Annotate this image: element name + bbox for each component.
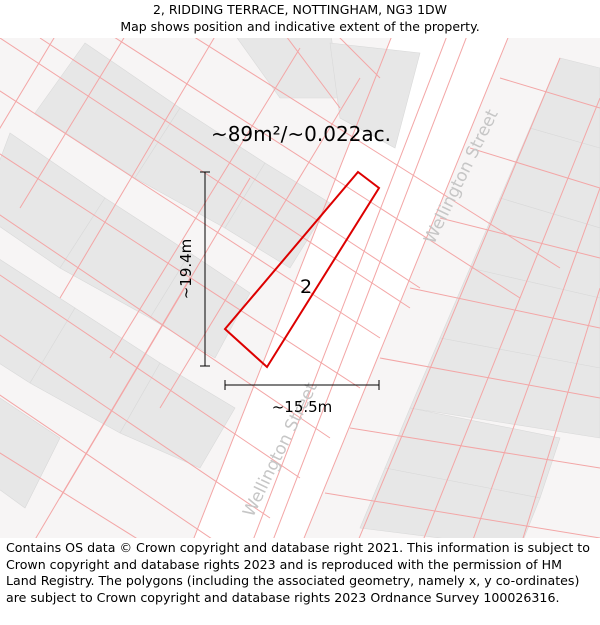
plot-number: 2 <box>300 276 312 298</box>
map-svg: Wellington Street Wellington Street 2 ~8… <box>0 38 600 538</box>
height-dimension <box>200 171 210 367</box>
property-address: 2, RIDDING TERRACE, NOTTINGHAM, NG3 1DW <box>152 2 448 17</box>
parcel-lines <box>0 38 600 538</box>
buildings-left <box>0 38 421 509</box>
buildings-right <box>359 57 600 538</box>
map-header: 2, RIDDING TERRACE, NOTTINGHAM, NG3 1DW … <box>0 0 600 39</box>
road-wellington-street <box>193 38 508 538</box>
map-canvas[interactable]: Wellington Street Wellington Street 2 ~8… <box>0 38 600 538</box>
attribution-footer: Contains OS data © Crown copyright and d… <box>6 540 590 605</box>
width-dimension <box>224 380 380 390</box>
property-boundary[interactable] <box>223 170 381 369</box>
height-label: ~19.4m <box>177 239 195 300</box>
width-label: ~15.5m <box>272 398 333 416</box>
map-subtitle: Map shows position and indicative extent… <box>120 19 480 34</box>
area-label: ~89m²/~0.022ac. <box>211 122 391 146</box>
